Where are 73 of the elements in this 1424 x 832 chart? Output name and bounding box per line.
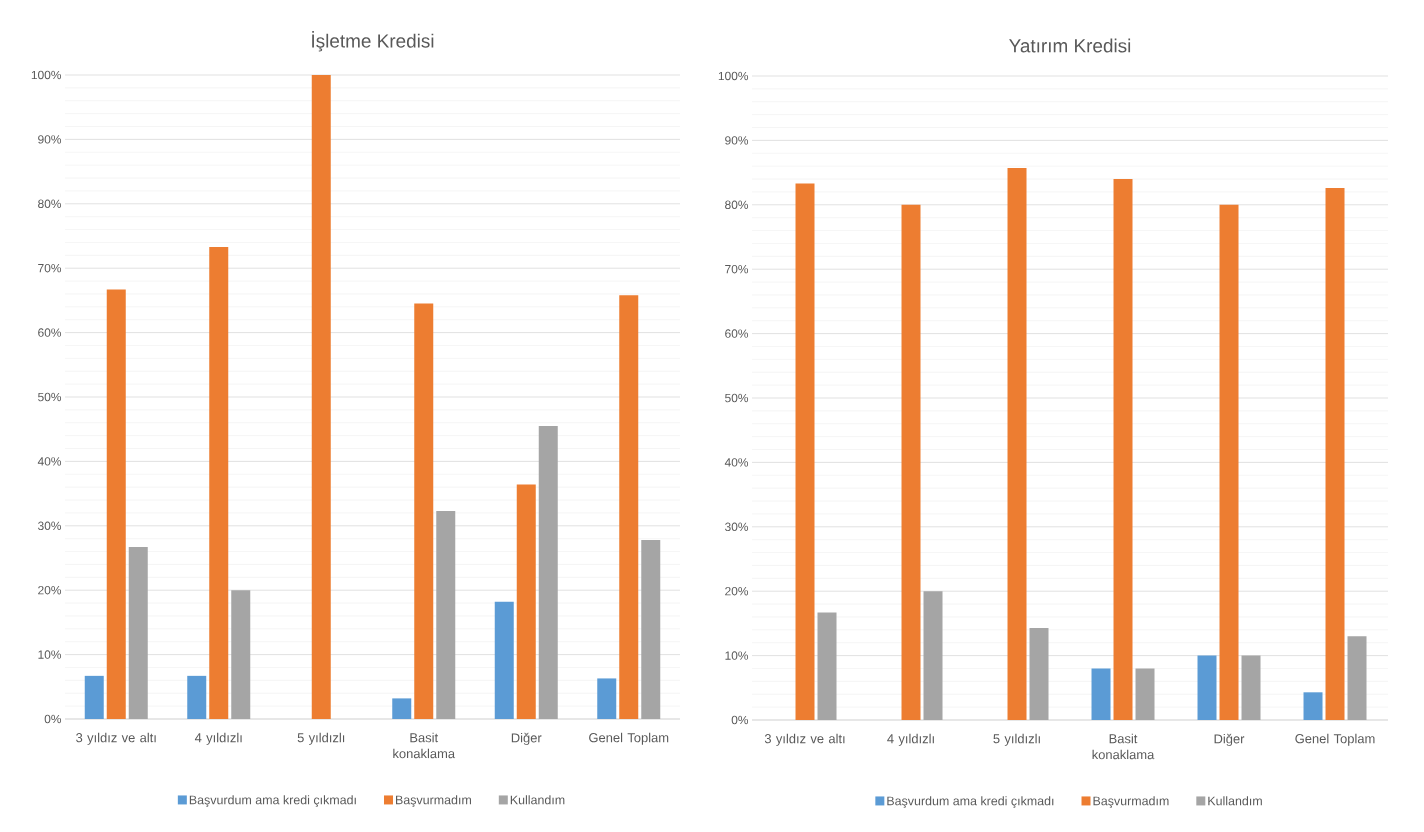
x-tick-label: Diğer [1214, 733, 1245, 747]
bar [1303, 692, 1323, 720]
y-tick-label: 40% [724, 458, 749, 467]
bar [641, 539, 661, 719]
bar [436, 510, 456, 719]
bar [1241, 655, 1261, 720]
bar [231, 590, 251, 719]
y-tick-label: 60% [725, 329, 749, 338]
bar [84, 675, 104, 719]
y-tick-label: 70% [38, 263, 62, 273]
x-tick-label: 4 yıldızlı [194, 732, 242, 745]
bar [597, 678, 617, 719]
y-tick-label: 0% [731, 715, 749, 725]
x-tick-label: 5 yıldızlı [993, 733, 1040, 746]
x-tick-label: 3 yıldız ve altı [76, 732, 156, 745]
legend-label: Başvurmadım [1093, 796, 1169, 808]
bar [619, 295, 639, 719]
bar [1325, 188, 1345, 720]
y-tick-label: 80% [725, 200, 749, 210]
bar [128, 547, 148, 719]
x-tick-label: 3 yıldız ve altı [764, 733, 845, 746]
y-tick-label: 10% [725, 651, 749, 660]
y-tick-label: 90% [725, 136, 749, 145]
bar [1197, 655, 1217, 720]
y-tick-label: 70% [725, 264, 749, 274]
y-tick-label: 10% [38, 650, 62, 659]
bar [516, 484, 536, 719]
x-tick-label: Diğer [511, 732, 542, 746]
bar [1347, 636, 1367, 720]
bar [1029, 627, 1049, 720]
bar [1113, 179, 1133, 720]
bar [311, 74, 331, 719]
y-tick-label: 80% [38, 199, 62, 209]
y-tick-label: 30% [725, 522, 749, 532]
x-tick-label: 4 yıldızlı [887, 733, 934, 746]
bar [1091, 668, 1111, 720]
x-tick-label: 5 yıldızlı [297, 732, 345, 745]
y-tick-label: 40% [37, 457, 62, 466]
x-tick-label: Basit konaklama [393, 732, 456, 759]
legend-label: Kullandım [510, 795, 565, 805]
bar [414, 303, 434, 719]
bar [817, 612, 837, 720]
bar [494, 601, 514, 719]
y-tick-label: 90% [38, 135, 62, 144]
bar [923, 591, 943, 720]
legend-label: Kullandım [1208, 796, 1262, 806]
x-tick-label: Genel Toplam [1295, 733, 1375, 746]
bar [106, 289, 126, 719]
bar [795, 183, 815, 720]
bar [1135, 668, 1155, 720]
x-tick-label: Basit konaklama [1092, 733, 1155, 760]
chart-title: İşletme Kredisi [312, 31, 434, 52]
bar [538, 425, 558, 719]
y-tick-label: 30% [38, 521, 62, 531]
y-tick-label: 100% [31, 70, 62, 80]
y-tick-label: 60% [38, 328, 62, 337]
bar [1007, 168, 1027, 720]
legend-label: Başvurdum ama kredi çıkmadı [887, 796, 1054, 808]
bar [187, 675, 207, 719]
y-tick-label: 20% [725, 586, 749, 596]
bar [392, 698, 412, 719]
bar [901, 204, 921, 720]
y-tick-label: 20% [38, 585, 62, 595]
legend-label: Başvurdum ama kredi çıkmadı [189, 795, 356, 807]
y-tick-label: 50% [38, 392, 62, 402]
bar [1219, 204, 1239, 720]
bar [209, 246, 229, 719]
y-tick-label: 50% [725, 393, 749, 403]
legend-label: Başvurmadım [396, 795, 471, 807]
y-tick-label: 0% [44, 714, 62, 724]
x-tick-label: Genel Toplam [589, 732, 669, 745]
chart-title: Yatırım Kredisi [1009, 38, 1131, 53]
y-tick-label: 100% [718, 71, 749, 81]
